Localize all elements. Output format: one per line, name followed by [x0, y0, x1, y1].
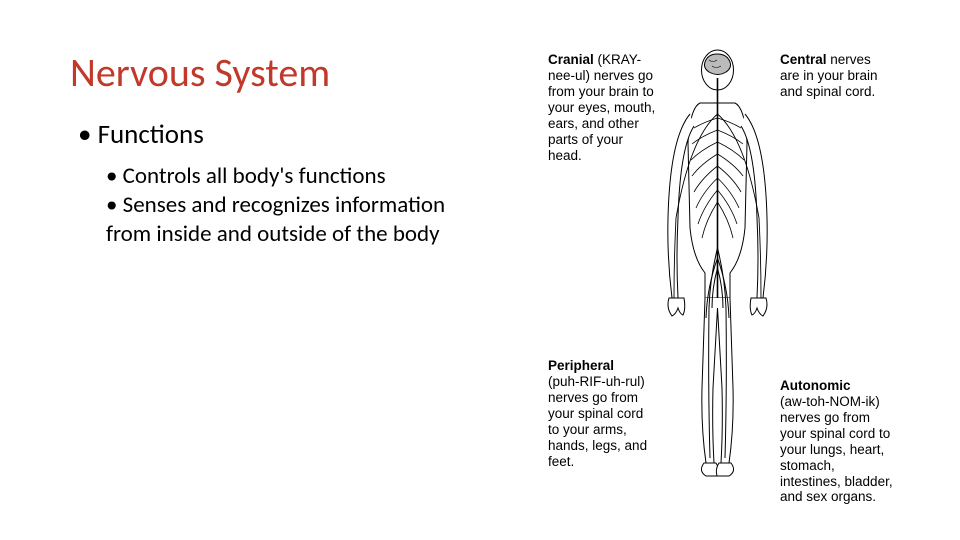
anatomy-figure	[660, 48, 775, 478]
label-head: Peripheral	[548, 358, 614, 373]
label-head: Cranial	[548, 52, 594, 67]
label-head: Autonomic	[780, 378, 851, 393]
bullet-level1: Functions	[78, 118, 204, 151]
label-body: (aw-toh-NOM-ik) nerves go from your spin…	[780, 394, 893, 505]
label-head: Central	[780, 52, 827, 67]
bullet-level2-item: Controls all body's functions	[106, 162, 486, 191]
bullet-level2-item: Senses and recognizes information from i…	[106, 191, 486, 249]
slide-title: Nervous System	[70, 48, 330, 97]
label-cranial: Cranial (KRAY-nee-ul) nerves go from you…	[548, 52, 658, 163]
label-body: (puh-RIF-uh-rul) nerves go from your spi…	[548, 374, 647, 469]
slide: Nervous System Functions Controls all bo…	[0, 0, 960, 540]
label-autonomic: Autonomic (aw-toh-NOM-ik) nerves go from…	[780, 378, 895, 505]
label-central: Central nerves are in your brain and spi…	[780, 52, 885, 100]
label-body: (KRAY-nee-ul) nerves go from your brain …	[548, 52, 655, 163]
bullet-level2-group: Controls all body's functions Senses and…	[106, 162, 486, 248]
label-peripheral: Peripheral (puh-RIF-uh-rul) nerves go fr…	[548, 358, 658, 469]
